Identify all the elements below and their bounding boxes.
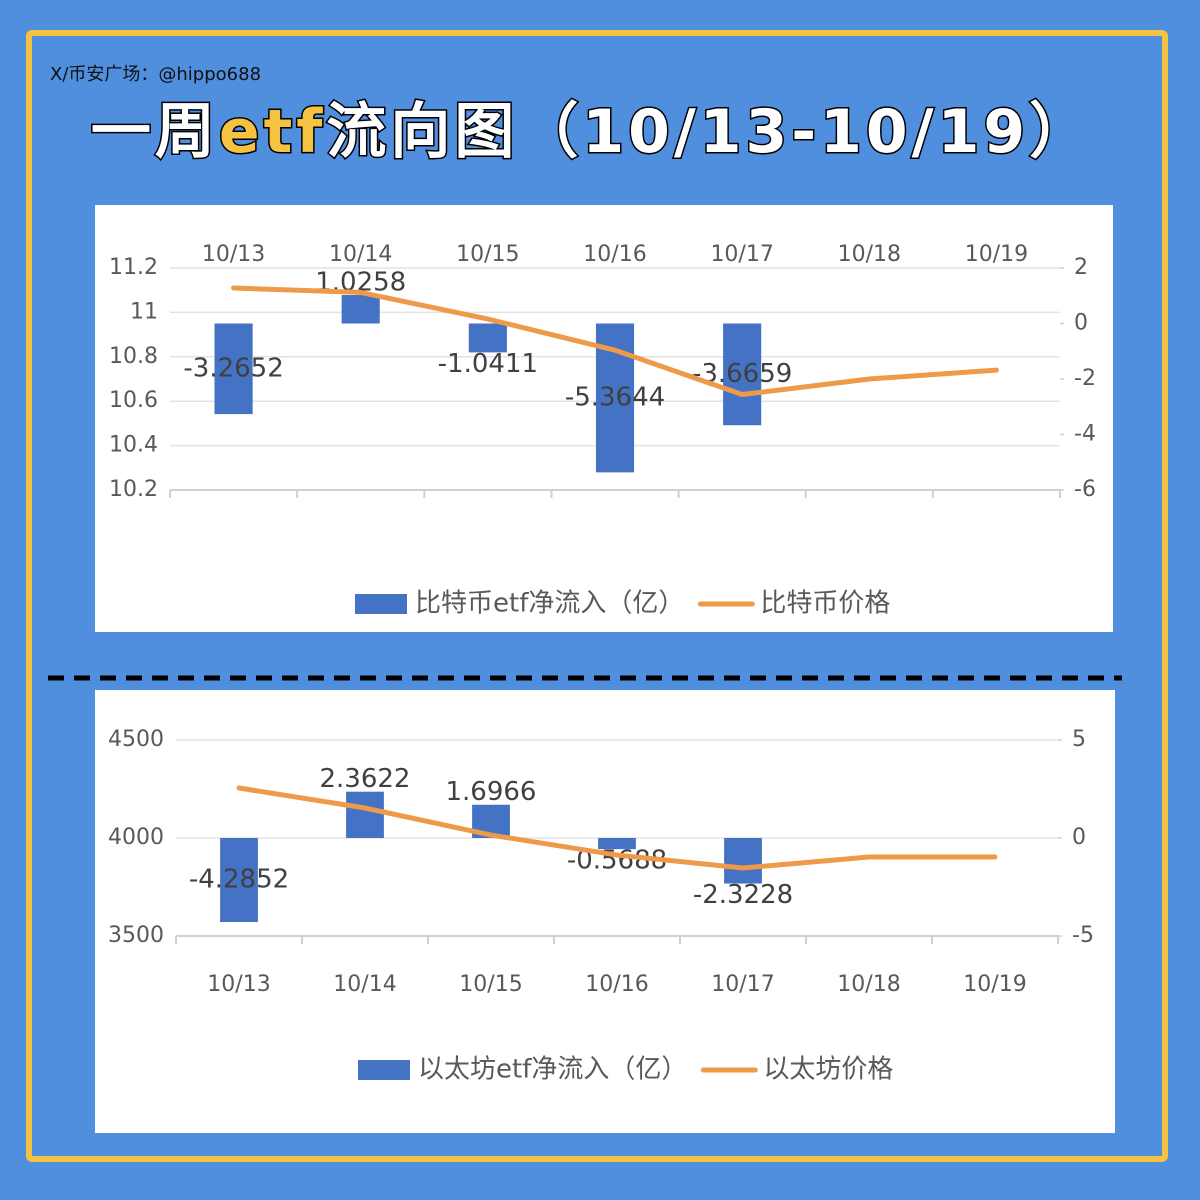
- bar: [214, 323, 253, 415]
- title-part: 流向图（10/13-10/19）: [326, 97, 1093, 167]
- y2-tick-label: -5: [1072, 923, 1094, 948]
- y2-tick-label: 0: [1074, 311, 1088, 336]
- bar: [220, 838, 258, 922]
- y2-tick-label: 0: [1072, 825, 1086, 850]
- y2-tick-label: 5: [1072, 727, 1086, 752]
- y-tick-label: 4500: [108, 727, 164, 752]
- legend-swatch: [355, 594, 407, 614]
- title: 一周etf流向图（10/13-10/19）: [91, 97, 1093, 167]
- legend-label: 以太坊价格: [763, 1055, 893, 1085]
- frame: [26, 30, 1168, 1162]
- line: [236, 785, 998, 871]
- bar: [346, 791, 384, 838]
- y-tick-label: 3500: [108, 923, 164, 948]
- x-tick-label: 10/19: [965, 242, 1028, 267]
- x-tick-label: 10/18: [837, 972, 900, 997]
- bar: [598, 838, 636, 850]
- value-label: -5.3644: [565, 382, 665, 412]
- bar: [723, 323, 762, 426]
- source: X/币安广场：@hippo688: [50, 64, 261, 85]
- y-tick-label: 4000: [108, 825, 164, 850]
- legend-label: 比特币价格: [760, 589, 890, 619]
- y-tick-label: 11.2: [109, 255, 158, 280]
- y-tick-label: 10.4: [109, 433, 158, 458]
- bar: [468, 323, 507, 353]
- value-label: 1.6966: [446, 777, 537, 807]
- bar: [724, 838, 762, 884]
- value-label: -1.0411: [438, 349, 538, 379]
- y-tick-label: 10.2: [109, 477, 158, 502]
- value-label: -4.2852: [189, 864, 289, 894]
- y2-tick-label: -6: [1074, 477, 1096, 502]
- value-label: 2.3622: [320, 764, 411, 794]
- x-tick-label: 10/14: [329, 242, 392, 267]
- title-highlight: etf: [219, 97, 326, 167]
- x-tick-label: 10/16: [583, 242, 646, 267]
- title-part: 一周: [91, 97, 219, 167]
- x-tick-label: 10/16: [585, 972, 648, 997]
- value-label: -3.2652: [183, 353, 283, 383]
- bar: [341, 295, 380, 324]
- x-tick-label: 10/15: [459, 972, 522, 997]
- x-tick-label: 10/13: [202, 242, 265, 267]
- y2-tick-label: -2: [1074, 366, 1096, 391]
- value-label: -2.3228: [693, 880, 793, 910]
- y-tick-label: 11: [130, 299, 158, 324]
- line: [231, 285, 999, 398]
- y2-tick-label: 2: [1074, 255, 1088, 280]
- x-tick-label: 10/19: [963, 972, 1026, 997]
- chart-panel: [95, 690, 1115, 1133]
- x-tick-label: 10/15: [456, 242, 519, 267]
- legend-label: 以太坊etf净流入（亿）: [418, 1055, 687, 1085]
- x-tick-label: 10/17: [710, 242, 773, 267]
- y-tick-label: 10.8: [109, 344, 158, 369]
- y2-tick-label: -4: [1074, 422, 1096, 447]
- legend-label: 比特币etf净流入（亿）: [415, 589, 684, 619]
- y-tick-label: 10.6: [109, 388, 158, 413]
- x-tick-label: 10/13: [207, 972, 270, 997]
- legend-swatch: [358, 1060, 410, 1080]
- x-tick-label: 10/18: [838, 242, 901, 267]
- x-tick-label: 10/14: [333, 972, 396, 997]
- x-tick-label: 10/17: [711, 972, 774, 997]
